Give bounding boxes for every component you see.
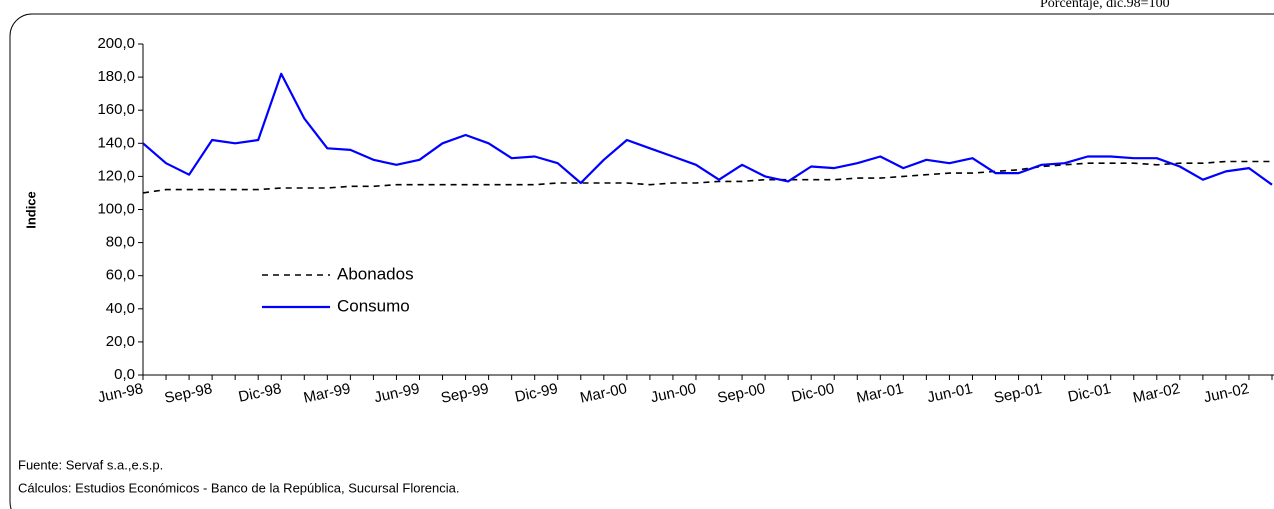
x-tick-label: Dic-01 bbox=[1066, 380, 1112, 406]
source: Fuente: Servaf s.a.,e.s.p. bbox=[18, 457, 163, 472]
y-tick-label: 120,0 bbox=[97, 167, 135, 184]
x-tick-label: Sep-98 bbox=[163, 380, 214, 407]
x-tick-label: Dic-98 bbox=[237, 380, 283, 406]
x-tick-label: Jun-98 bbox=[96, 380, 144, 406]
chart-frame bbox=[9, 13, 1274, 509]
x-tick-label: Dic-99 bbox=[513, 380, 559, 406]
x-tick-label: Sep-99 bbox=[439, 380, 490, 407]
y-tick-label: 100,0 bbox=[97, 200, 135, 217]
y-tick-label: 180,0 bbox=[97, 68, 135, 85]
x-tick-label: Mar-01 bbox=[855, 380, 905, 407]
x-tick-label: Mar-02 bbox=[1131, 380, 1181, 407]
series-line bbox=[142, 160, 1272, 194]
x-tick-label: Mar-00 bbox=[579, 380, 629, 407]
y-tick-label: 140,0 bbox=[97, 134, 135, 151]
series-line bbox=[142, 72, 1273, 186]
y-tick-label: 0,0 bbox=[114, 366, 135, 383]
x-tick-label: Jun-01 bbox=[926, 380, 974, 406]
x-tick-label: Sep-01 bbox=[992, 380, 1043, 407]
y-tick-label: 60,0 bbox=[106, 267, 135, 284]
y-tick-label: 40,0 bbox=[106, 300, 135, 317]
x-tick-label: Dic-00 bbox=[790, 380, 836, 406]
note: Porcentaje, dic.98=100 bbox=[1040, 0, 1170, 11]
legend-label: Abonados bbox=[337, 264, 414, 283]
y-axis-label: Indice bbox=[23, 191, 38, 229]
x-tick-label: Jun-02 bbox=[1202, 380, 1250, 406]
x-tick-label: Jun-00 bbox=[649, 380, 697, 406]
x-tick-label: Sep-00 bbox=[716, 380, 767, 407]
y-tick-label: 80,0 bbox=[106, 234, 135, 251]
y-tick-label: 200,0 bbox=[97, 35, 135, 52]
y-tick-label: 160,0 bbox=[97, 101, 135, 118]
calculations: Cálculos: Estudios Económicos - Banco de… bbox=[18, 480, 460, 495]
x-tick-label: Mar-99 bbox=[302, 380, 352, 407]
x-tick-label: Jun-99 bbox=[373, 380, 421, 406]
legend-label: Consumo bbox=[337, 296, 410, 315]
y-tick-label: 20,0 bbox=[106, 333, 135, 350]
